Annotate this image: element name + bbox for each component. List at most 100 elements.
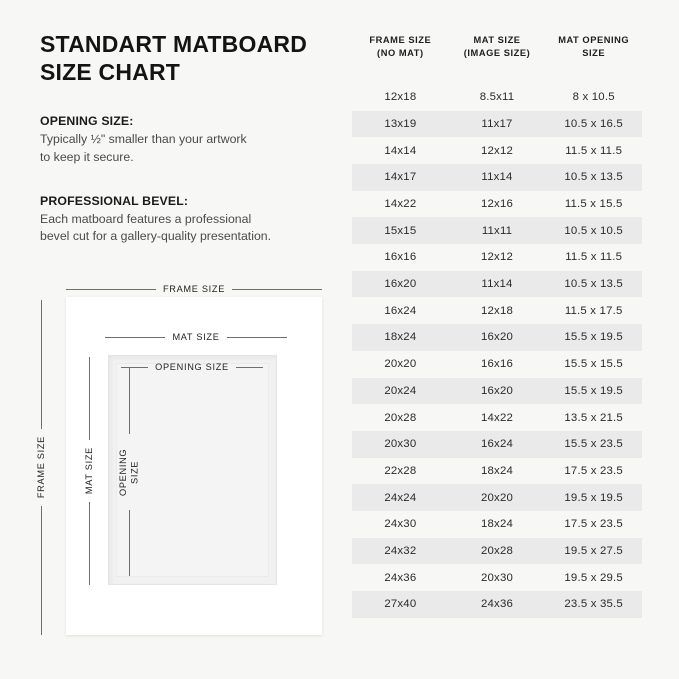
- column-header-frame-size-line2: (NO MAT): [377, 48, 424, 59]
- dimension-rule-top: [41, 300, 43, 430]
- table-cell-mat-opening-size: 10.5 x 13.5: [564, 278, 623, 291]
- table-row: 24x36 20x30 19.5 x 29.5: [352, 564, 642, 591]
- table-row: 14x17 11x14 10.5 x 13.5: [352, 164, 642, 191]
- table-cell-mat-opening-size: 11.5 x 11.5: [565, 251, 623, 264]
- table-cell-frame-size: 14x17: [384, 171, 417, 184]
- table-row: 24x32 20x28 19.5 x 27.5: [352, 537, 642, 565]
- table-row: 18x24 16x20 15.5 x 19.5: [352, 324, 642, 351]
- diagram-opening-rectangle: [116, 363, 269, 577]
- dimension-rule-top: [129, 368, 130, 434]
- table-cell-mat-size: 16x20: [480, 384, 514, 397]
- dimension-rule-left: [121, 367, 149, 369]
- table-cell-mat-opening-size: 8 x 10.5: [572, 91, 615, 104]
- table-cell-frame-size: 20x24: [384, 384, 417, 397]
- table-cell-mat-size: 12x12: [480, 144, 514, 157]
- table-cell-frame-size: 24x36: [384, 571, 417, 584]
- table-cell-mat-size: 20x28: [480, 544, 514, 557]
- info-heading-opening-size: OPENING SIZE:: [40, 114, 134, 129]
- dimension-label-frame-size-vertical: FRAME SIZE: [36, 436, 46, 499]
- table-cell-frame-size: 18x24: [384, 331, 417, 344]
- table-cell-mat-opening-size: 10.5 x 13.5: [564, 171, 623, 184]
- table-cell-mat-opening-size: 10.5 x 10.5: [564, 224, 623, 237]
- table-cell-mat-size: 20x30: [480, 571, 514, 584]
- table-cell-mat-opening-size: 19.5 x 27.5: [564, 544, 623, 557]
- table-row: 20x24 16x20 15.5 x 19.5: [352, 377, 642, 405]
- table-cell-frame-size: 24x30: [384, 518, 417, 531]
- table-cell-mat-opening-size: 15.5 x 23.5: [564, 438, 623, 451]
- table-cell-mat-size: 11x17: [481, 117, 513, 130]
- dimension-rule-top: [89, 357, 91, 441]
- table-cell-mat-size: 14x22: [480, 411, 514, 424]
- dimension-label-mat-size: MAT SIZE: [172, 332, 220, 342]
- table-row: 13x19 11x17 10.5 x 16.5: [352, 110, 642, 138]
- table-cell-mat-opening-size: 19.5 x 29.5: [564, 571, 623, 584]
- dimension-rule-bottom: [41, 505, 43, 636]
- column-header-frame-size: FRAME SIZE (NO MAT): [352, 34, 449, 61]
- table-cell-mat-opening-size: 23.5 x 35.5: [564, 598, 623, 611]
- table-row: 16x20 11x14 10.5 x 13.5: [352, 270, 642, 298]
- dimension-line-mat-horizontal: MAT SIZE: [105, 332, 287, 342]
- column-header-mat-opening-size-line1: MAT OPENING: [558, 35, 630, 45]
- table-cell-frame-size: 16x20: [384, 278, 417, 291]
- info-heading-professional-bevel: PROFESSIONAL BEVEL:: [40, 194, 189, 208]
- table-row: 16x24 12x18 11.5 x 17.5: [352, 297, 642, 324]
- table-row: 14x14 12x12 11.5 x 11.5: [352, 137, 642, 164]
- table-row: 24x30 18x24 17.5 x 23.5: [352, 511, 642, 538]
- table-row: 15x15 11x11 10.5 x 10.5: [352, 217, 642, 245]
- table-cell-frame-size: 14x14: [384, 144, 417, 157]
- dimension-label-opening-size: OPENING SIZE: [155, 362, 229, 372]
- table-cell-mat-opening-size: 13.5 x 21.5: [564, 411, 623, 424]
- column-header-mat-opening-size: MAT OPENING SIZE: [545, 34, 642, 61]
- dimension-rule-bottom: [129, 510, 130, 576]
- table-row: 16x16 12x12 11.5 x 11.5: [352, 244, 642, 271]
- table-cell-frame-size: 24x32: [384, 544, 417, 557]
- dimension-rule-right: [226, 336, 287, 338]
- dimension-line-opening-vertical: OPENING SIZE: [118, 368, 141, 576]
- table-cell-mat-size: 11x14: [481, 171, 513, 184]
- dimension-line-frame-horizontal: FRAME SIZE: [66, 284, 323, 294]
- table-cell-mat-opening-size: 15.5 x 19.5: [564, 331, 623, 344]
- page-title: STANDART MATBOARD SIZE CHART: [40, 30, 340, 86]
- dimension-rule-right: [235, 367, 263, 369]
- table-cell-mat-size: 18x24: [480, 518, 514, 531]
- table-cell-mat-size: 16x24: [480, 438, 514, 451]
- column-header-mat-size-line1: MAT SIZE: [473, 35, 521, 45]
- dimension-rule-left: [66, 288, 156, 290]
- table-row: 20x20 16x16 15.5 x 15.5: [352, 351, 642, 378]
- column-header-mat-size-line2: (IMAGE SIZE): [463, 48, 531, 59]
- table-cell-mat-opening-size: 15.5 x 19.5: [564, 384, 623, 397]
- table-cell-mat-opening-size: 11.5 x 15.5: [564, 198, 623, 211]
- table-cell-frame-size: 16x24: [384, 304, 417, 317]
- dimension-rule-left: [105, 336, 166, 338]
- column-header-frame-size-line1: FRAME SIZE: [369, 35, 432, 45]
- dimension-label-opening-size-vertical: OPENING SIZE: [118, 448, 140, 496]
- dimension-rule-bottom: [89, 501, 91, 585]
- table-cell-mat-size: 20x20: [480, 491, 514, 504]
- table-cell-frame-size: 24x24: [384, 491, 417, 504]
- table-cell-mat-opening-size: 19.5 x 19.5: [564, 491, 623, 504]
- table-cell-frame-size: 20x28: [384, 411, 417, 424]
- table-cell-mat-size: 8.5x11: [479, 91, 515, 104]
- table-row: 20x30 16x24 15.5 x 23.5: [352, 430, 642, 458]
- dimension-label-frame-size: FRAME SIZE: [162, 284, 226, 294]
- page-title-line2: SIZE CHART: [40, 59, 180, 86]
- table-cell-mat-opening-size: 10.5 x 16.5: [564, 117, 623, 130]
- info-block-professional-bevel: PROFESSIONAL BEVEL: Each matboard featur…: [40, 194, 340, 246]
- table-cell-mat-size: 16x16: [480, 358, 514, 371]
- dimension-line-mat-vertical: MAT SIZE: [84, 357, 96, 585]
- table-cell-frame-size: 16x16: [384, 251, 417, 264]
- left-column: STANDART MATBOARD SIZE CHART OPENING SIZE…: [40, 30, 340, 246]
- table-cell-mat-size: 12x12: [480, 251, 514, 264]
- table-body: 12x18 8.5x11 8 x 10.5 13x19 11x17 10.5 x 16.5…: [352, 84, 642, 618]
- table-row: 14x22 12x16 11.5 x 15.5: [352, 191, 642, 218]
- table-row: 22x28 18x24 17.5 x 23.5: [352, 458, 642, 485]
- info-text-professional-bevel: Each matboard features a professional bev…: [40, 211, 340, 246]
- table-cell-mat-size: 16x20: [480, 331, 514, 344]
- info-text-opening-size: Typically ½" smaller than your artwork to…: [40, 131, 340, 166]
- table-cell-mat-size: 24x36: [480, 598, 514, 611]
- table-row: 24x24 20x20 19.5 x 19.5: [352, 484, 642, 511]
- table-header-row: FRAME SIZE (NO MAT) MAT SIZE (IMAGE SIZE…: [352, 34, 642, 69]
- table-cell-mat-size: 12x18: [480, 304, 514, 317]
- size-chart-table: FRAME SIZE (NO MAT) MAT SIZE (IMAGE SIZE…: [352, 34, 642, 618]
- table-row: 12x18 8.5x11 8 x 10.5: [352, 84, 642, 111]
